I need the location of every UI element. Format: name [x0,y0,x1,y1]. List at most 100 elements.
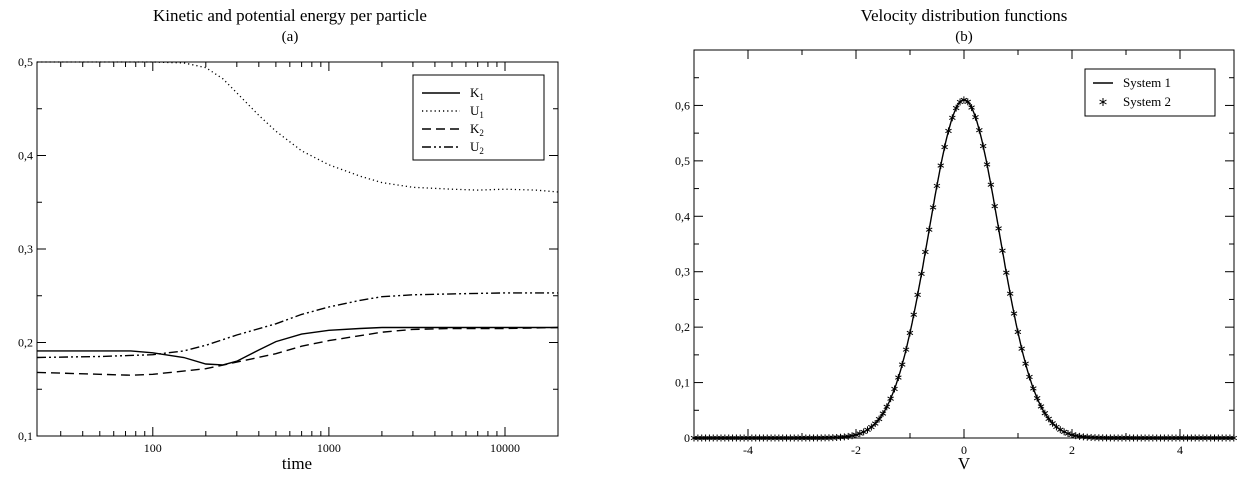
series-marker-system-2 [883,403,891,411]
chart-a-subtitle: (a) [282,29,299,45]
chart-b-series [690,96,1238,442]
y-tick-label: 0,6 [675,98,690,112]
legend-swatch [1099,98,1107,106]
x-tick-label: 100 [144,441,162,455]
marker-stroke [952,105,960,111]
series-marker-system-2 [929,203,937,211]
marker-stroke [1018,346,1026,351]
chart-a-x-axis-label: time [282,454,312,473]
y-tick-label: 0,2 [675,320,690,334]
marker-stroke [1049,421,1056,426]
marker-stroke [933,183,941,189]
x-tick-label: 2 [1069,443,1075,457]
series-marker-system-2 [995,224,1002,232]
series-marker-system-2 [1030,384,1037,392]
series-marker-system-2 [879,410,887,418]
series-marker-system-2 [1018,345,1026,353]
y-tick-label: 0,5 [675,154,690,168]
marker-stroke [895,375,902,380]
series-line-k1 [37,326,558,366]
marker-stroke [987,182,995,187]
marker-stroke [949,115,956,120]
legend-label: System 2 [1123,94,1171,109]
series-marker-system-2 [1026,373,1033,381]
series-marker-system-2 [941,143,948,151]
series-line-u2 [36,292,558,359]
y-tick-label: 0,2 [18,336,33,350]
series-marker-system-2 [968,104,975,112]
series-marker-system-2 [1003,269,1010,277]
series-marker-system-2 [937,162,945,170]
series-marker-system-2 [1230,434,1238,442]
marker-stroke [1022,361,1029,366]
series-marker-system-2 [1010,310,1018,318]
series-marker-system-2 [891,385,898,393]
series-marker-system-2 [1049,419,1056,427]
series-marker-system-2 [864,426,871,434]
series-marker-system-2 [918,270,925,278]
series-line-u1 [37,61,559,193]
series-line-k2 [36,326,559,376]
y-tick-label: 0,4 [18,149,33,163]
chart-a-y-axis: 0,1 0,2 0,3 0,4 0,5 [18,55,558,443]
velocity-chart: Velocity distribution functions (b) 0 0,1… [675,6,1238,473]
marker-stroke [891,386,898,392]
chart-a-legend-box [412,74,545,161]
marker-stroke [1037,404,1045,409]
y-tick-label: 0 [684,431,690,445]
marker-stroke [1064,431,1072,436]
marker-stroke [922,249,929,255]
marker-stroke [875,416,883,422]
y-tick-label: 0,3 [675,265,690,279]
marker-stroke [960,97,968,103]
series-marker-system-2 [925,226,933,234]
series-marker-system-2 [952,104,960,112]
series-marker-system-2 [871,420,879,428]
marker-stroke [1026,374,1033,380]
marker-stroke [1041,411,1049,416]
series-marker-system-2 [1022,360,1029,368]
series-marker-system-2 [1053,423,1060,431]
marker-stroke [852,432,860,438]
marker-stroke [898,362,906,367]
y-tick-label: 0,1 [18,429,33,443]
series-marker-system-2 [964,98,972,106]
marker-stroke [914,292,921,298]
marker-stroke [964,99,972,104]
series-marker-system-2 [972,113,979,121]
series-marker-system-2 [922,248,929,256]
series-marker-system-2 [1045,415,1052,423]
series-marker-system-2 [875,415,883,423]
x-tick-label: 0 [961,443,967,457]
series-marker-system-2 [1064,430,1072,438]
marker-stroke [906,330,914,336]
legend-label: System 1 [1123,75,1171,90]
chart-b-legend: System 1 System 2 [1084,68,1216,117]
x-tick-label: -2 [851,443,861,457]
series-marker-system-2 [1006,290,1014,298]
series-marker-system-2 [887,395,894,403]
marker-stroke [991,204,999,209]
chart-b-legend-box [1084,68,1216,117]
marker-stroke [983,162,991,167]
marker-stroke [995,226,1002,231]
y-tick-label: 0,5 [18,55,33,69]
marker-stroke [976,127,983,133]
marker-stroke [879,411,887,416]
series-marker-system-2 [852,431,860,439]
marker-stroke [972,114,979,120]
series-marker-system-2 [1041,409,1049,417]
series-marker-system-2 [906,329,914,337]
y-tick-label: 0,3 [18,242,33,256]
series-marker-system-2 [976,126,983,134]
series-marker-system-2 [983,160,991,168]
marker-stroke [1057,427,1064,432]
marker-stroke [902,347,910,352]
series-marker-system-2 [1057,426,1064,434]
marker-stroke [1003,270,1010,275]
series-marker-system-2 [987,181,995,189]
chart-b-title: Velocity distribution functions [861,6,1068,25]
y-tick-label: 0,1 [675,376,690,390]
chart-a-x-axis: 100 1000 10000 [60,62,559,455]
series-marker-system-2 [1037,402,1045,410]
